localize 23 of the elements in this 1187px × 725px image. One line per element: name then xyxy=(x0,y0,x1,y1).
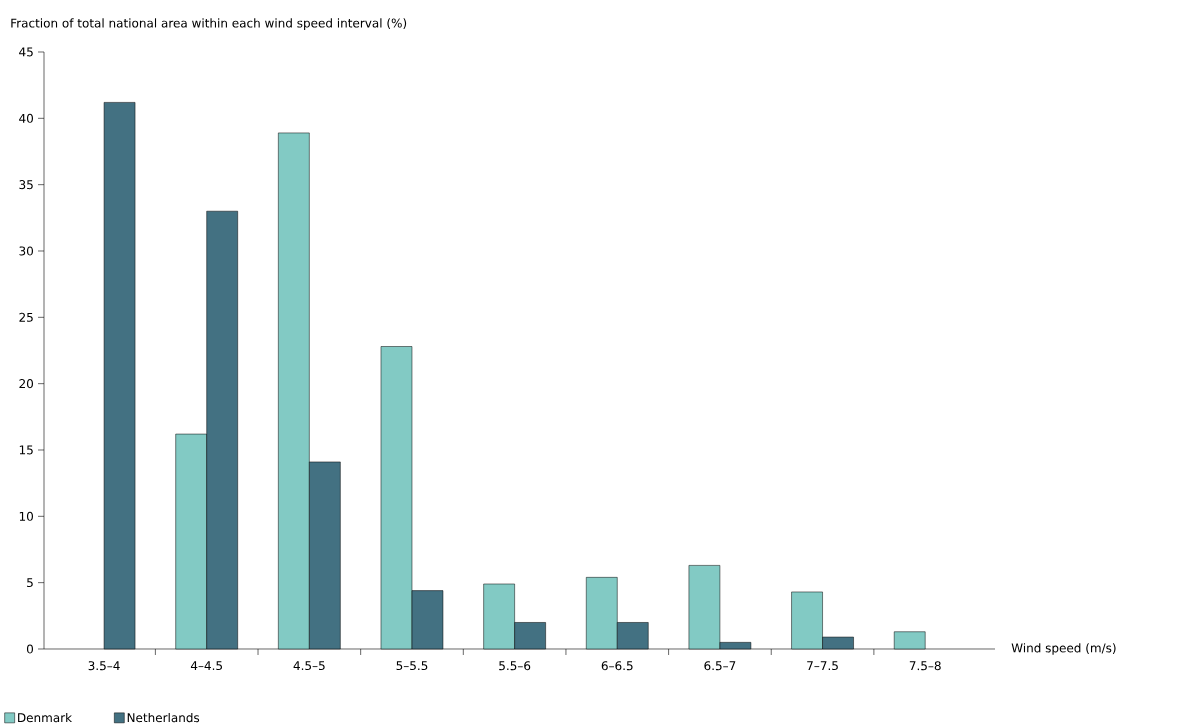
legend-label: Denmark xyxy=(18,712,73,723)
x-tick-label: 6–6.5 xyxy=(601,661,633,671)
x-tick-label: 7.5–8 xyxy=(909,661,941,671)
y-tick-label: 15 xyxy=(19,445,33,455)
y-tick-label: 5 xyxy=(27,578,33,588)
y-tick-label: 45 xyxy=(19,47,33,57)
y-axis-title: Fraction of total national area within each wind speed interval (%) xyxy=(11,18,407,30)
x-tick-label: 3.5–4 xyxy=(88,661,120,671)
y-tick-label: 40 xyxy=(19,113,34,123)
x-tick-label: 6.5–7 xyxy=(704,661,736,671)
y-tick-label: 35 xyxy=(19,180,33,190)
x-tick-label: 4.5–5 xyxy=(293,661,325,671)
y-tick-label: 30 xyxy=(19,246,34,256)
x-tick-label: 4–4.5 xyxy=(190,661,223,671)
y-tick-label: 0 xyxy=(26,644,34,654)
y-tick-label: 10 xyxy=(19,511,34,521)
legend-label: Netherlands xyxy=(127,712,200,723)
x-tick-label: 5.5–6 xyxy=(499,661,531,671)
y-tick-label: 25 xyxy=(19,312,33,322)
x-tick-label: 5–5.5 xyxy=(396,661,428,671)
x-axis-title: Wind speed (m/s) xyxy=(1011,643,1116,655)
y-tick-label: 20 xyxy=(19,379,34,389)
x-tick-label: 7–7.5 xyxy=(807,661,838,671)
